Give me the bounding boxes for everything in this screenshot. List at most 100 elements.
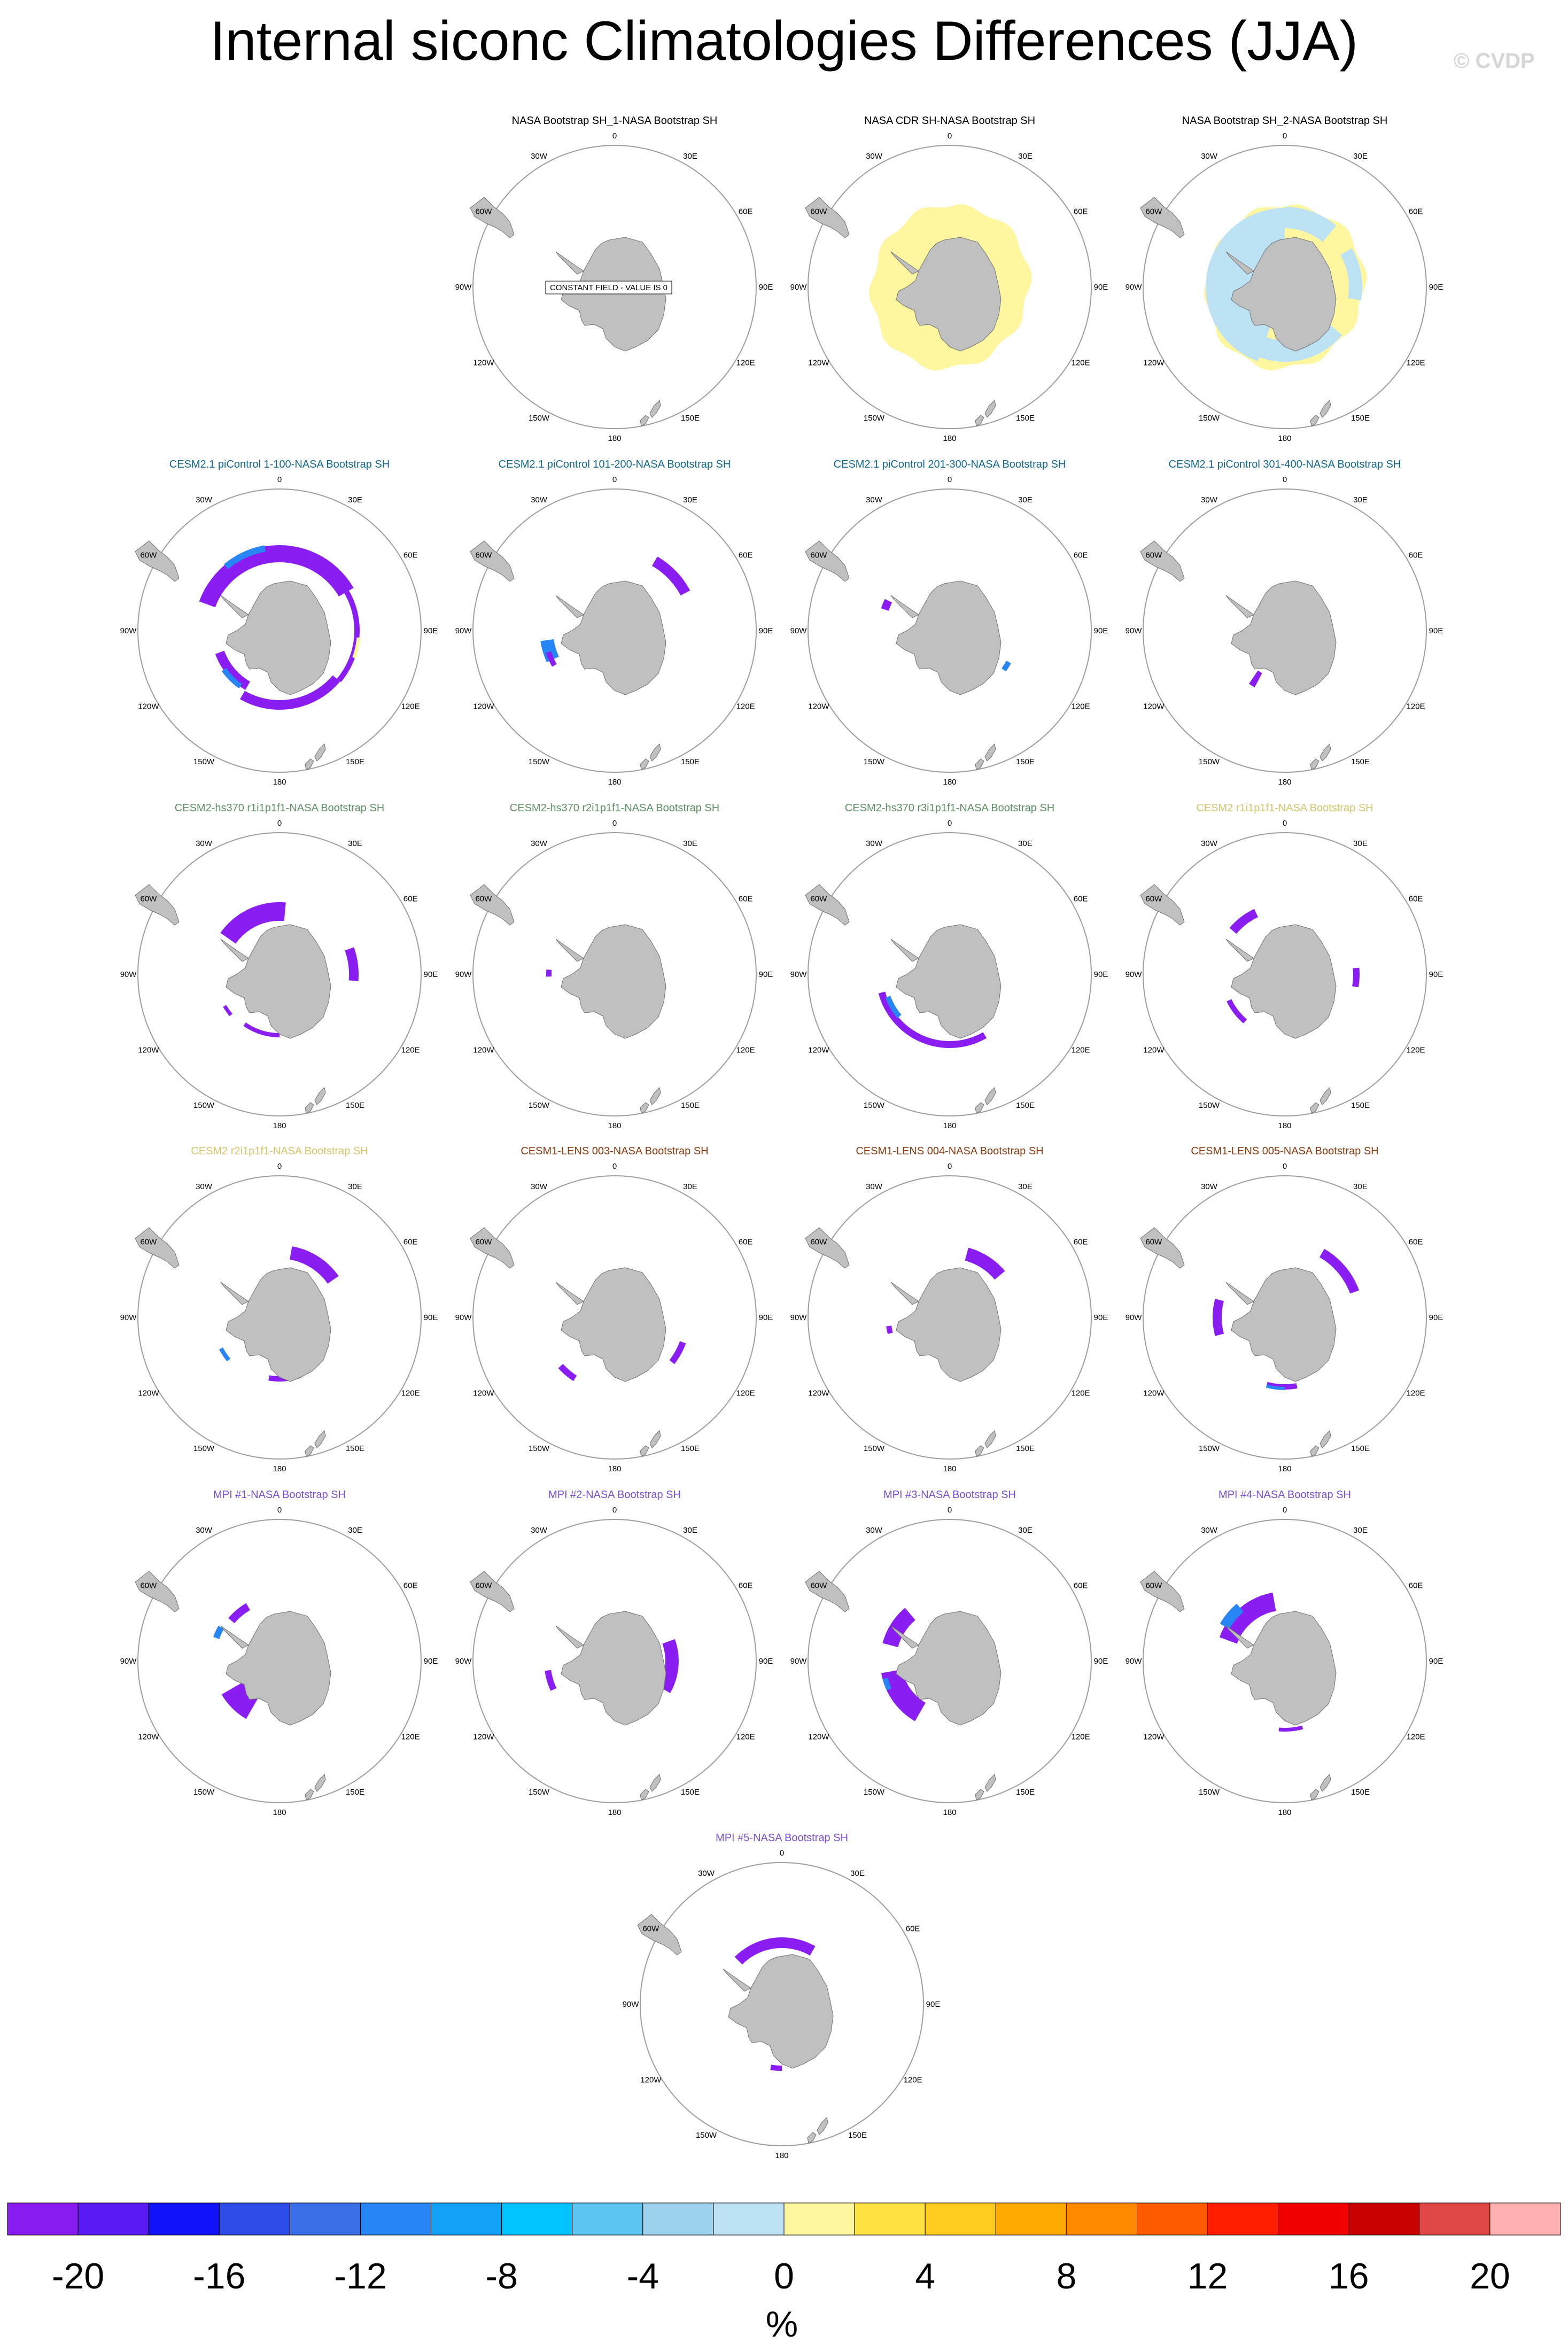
longitude-label: 90W (1125, 970, 1143, 979)
longitude-label: 150W (1199, 1101, 1220, 1110)
panel-title: MPI #5-NASA Bootstrap SH (716, 1832, 848, 1844)
sea-ice-difference-region (352, 637, 361, 658)
sea-ice-difference-region (1204, 204, 1367, 371)
map-boundary-circle (808, 1175, 1092, 1460)
longitude-label: 150E (1016, 757, 1035, 766)
longitude-label: 60E (1409, 1581, 1423, 1590)
map-panel-1: NASA Bootstrap SH_1-NASA Bootstrap SH CON… (455, 115, 773, 443)
longitude-label: 180 (1278, 434, 1291, 443)
longitude-label: 60W (810, 1238, 827, 1247)
colorbar-swatch (148, 2202, 220, 2236)
longitude-label: 60W (140, 1581, 157, 1590)
map-panel-5: CESM2.1 piControl 101-200-NASA Bootstrap… (455, 459, 773, 787)
map-panel-20: MPI #5-NASA Bootstrap SH 0 30E 60E 90E 120E 15… (623, 1832, 941, 2160)
longitude-label: 30W (1201, 1526, 1218, 1535)
map-panel-13: CESM1-LENS 003-NASA Bootstrap SH 0 30E 60E 9… (455, 1145, 773, 1473)
sea-ice-difference-region (221, 668, 242, 689)
longitude-label: 150E (346, 1101, 364, 1110)
panel-title: MPI #4-NASA Bootstrap SH (1218, 1489, 1351, 1501)
sea-ice-difference-region (885, 996, 902, 1019)
colorbar-unit-label: % (766, 2304, 798, 2345)
longitude-label: 30E (1353, 152, 1368, 161)
map-boundary-circle (137, 832, 422, 1116)
new-zealand-landmass (649, 399, 661, 418)
map-boundary-circle (808, 145, 1092, 429)
sea-ice-difference-region (1213, 1299, 1224, 1336)
longitude-label: 180 (775, 2151, 788, 2160)
colorbar-swatch (77, 2202, 149, 2236)
antarctic-peninsula (555, 251, 584, 275)
panel-title: CESM2-hs370 r3i1p1f1-NASA Bootstrap SH (845, 802, 1054, 814)
colorbar-svg: -20 -16 -12 -8 -4 0 4 8 12 16 20% (7, 2202, 1561, 2345)
map-panel-19: MPI #4-NASA Bootstrap SH 0 30E 60E 90E 120E 15… (1125, 1489, 1443, 1817)
antarctica-landmass (561, 1267, 666, 1382)
colorbar-swatch (572, 2202, 643, 2236)
longitude-label: 30E (1353, 1526, 1368, 1535)
colorbar-swatch (289, 2202, 361, 2236)
south-america-landmass (135, 540, 180, 582)
longitude-label: 150E (681, 1444, 700, 1453)
colorbar-swatch (1207, 2202, 1279, 2236)
panel-title: CESM2.1 piControl 201-300-NASA Bootstrap… (834, 459, 1066, 470)
new-zealand-landmass (1310, 1445, 1319, 1457)
antarctic-peninsula (555, 1282, 584, 1305)
new-zealand-landmass (649, 1087, 661, 1105)
panel-title: CESM1-LENS 004-NASA Bootstrap SH (856, 1145, 1043, 1157)
longitude-label: 120W (138, 1389, 159, 1398)
longitude-label: 120W (1143, 359, 1165, 368)
new-zealand-landmass (1319, 743, 1331, 762)
sea-ice-difference-region (1259, 321, 1342, 362)
longitude-label: 30W (1201, 1182, 1218, 1191)
longitude-label: 60E (739, 1581, 753, 1590)
south-america-landmass (470, 884, 515, 926)
longitude-label: 30W (866, 839, 883, 848)
colorbar-swatch (783, 2202, 855, 2236)
new-zealand-landmass (1310, 758, 1319, 770)
longitude-label: 30W (531, 839, 548, 848)
longitude-label: 60W (1145, 1581, 1162, 1590)
map-boundary-circle (137, 1175, 422, 1460)
sea-ice-difference-region (1219, 1593, 1276, 1644)
south-america-landmass (1140, 1227, 1185, 1269)
longitude-label: 180 (273, 1464, 286, 1473)
longitude-label: 30E (683, 152, 697, 161)
longitude-label: 90E (1094, 283, 1108, 292)
new-zealand-landmass (975, 1789, 984, 1801)
longitude-label: 30E (1018, 152, 1033, 161)
colorbar-swatch (7, 2202, 79, 2236)
longitude-label: 30W (196, 1182, 213, 1191)
new-zealand-landmass (984, 1773, 996, 1792)
colorbar-swatch (219, 2202, 290, 2236)
antarctic-peninsula (220, 938, 249, 962)
longitude-label: 30E (683, 839, 697, 848)
longitude-label: 60W (810, 207, 827, 216)
longitude-label: 150W (864, 1788, 885, 1797)
longitude-label: 30E (850, 1869, 865, 1878)
longitude-label: 0 (1283, 819, 1287, 828)
longitude-label: 30W (196, 495, 213, 505)
new-zealand-landmass (649, 1430, 661, 1448)
longitude-label: 60W (810, 1581, 827, 1590)
panel-title: CESM2-hs370 r1i1p1f1-NASA Bootstrap SH (175, 802, 384, 814)
antarctica-landmass (728, 1954, 834, 2069)
sea-ice-difference-region (546, 651, 557, 667)
sea-ice-difference-region (220, 902, 286, 944)
longitude-label: 0 (612, 819, 617, 828)
colorbar-tick-label: 8 (1056, 2256, 1076, 2296)
longitude-label: 150W (529, 1444, 550, 1453)
sea-ice-difference-region (1248, 670, 1262, 687)
longitude-label: 30W (196, 839, 213, 848)
colorbar-swatch (1137, 2202, 1208, 2236)
longitude-label: 60E (739, 895, 753, 904)
south-america-landmass (1140, 1571, 1185, 1612)
new-zealand-landmass (305, 1445, 314, 1457)
panel-title: MPI #3-NASA Bootstrap SH (883, 1489, 1016, 1501)
sea-ice-difference-region (882, 1678, 892, 1690)
longitude-label: 150W (1199, 1444, 1220, 1453)
antarctic-peninsula (1225, 938, 1254, 962)
colorbar-swatch (431, 2202, 502, 2236)
longitude-label: 120W (1143, 1046, 1165, 1055)
antarctica-landmass (561, 580, 666, 695)
new-zealand-landmass (1319, 399, 1331, 418)
antarctica-landmass (561, 924, 666, 1039)
